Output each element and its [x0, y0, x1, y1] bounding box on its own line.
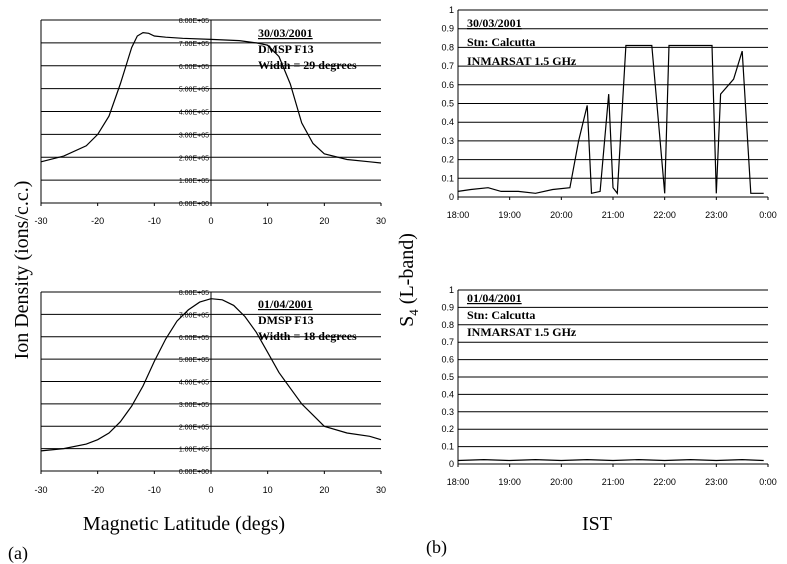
x-tick-label: 22:00: [653, 477, 676, 487]
y-tick-label: 0.6: [441, 355, 454, 365]
y-tick-label: 0.1: [441, 173, 454, 183]
x-tick-label: -30: [34, 216, 47, 226]
y-tick-label: 0.7: [441, 61, 454, 71]
x-tick-label: 20:00: [550, 477, 573, 487]
y-tick-label: 6.00E+05: [179, 64, 209, 71]
y-tick-label: 0.3: [441, 136, 454, 146]
x-tick-label: 0: [208, 216, 213, 226]
series-line: [457, 458, 764, 462]
chart-s4-2001-04-01: 0 0.1 0.2 0.3 0.4 0.5 0.6 0.7 0.8 0.9 1 18:00 19:00 2…: [441, 285, 776, 487]
y-tick-label: 1.00E+05: [179, 447, 209, 454]
y-tick-label: 0.7: [441, 337, 454, 347]
y-tick-label: 0.5: [441, 99, 454, 109]
y-tick-label: 4.00E+05: [179, 380, 209, 387]
x-tick-label: 20: [319, 216, 329, 226]
y-tick-label: 5.00E+05: [179, 357, 209, 364]
y-tick-label: 0.3: [441, 407, 454, 417]
y-tick-label: 1: [449, 5, 454, 15]
x-tick-label: 0:00: [759, 477, 777, 487]
y-tick-label: 0.8: [441, 320, 454, 330]
x-tick-label: 19:00: [498, 210, 521, 220]
chart-ion-density-2001-03-30: 0.00E+00 1.00E+05 2.00E+05 3.00E+05 4.00E+05…: [34, 18, 386, 226]
annotation-text: INMARSAT 1.5 GHz: [467, 54, 577, 68]
s4-ylabel: S4 (L-band): [396, 233, 421, 327]
x-tick-label: 21:00: [602, 477, 625, 487]
y-tick-label: 0.1: [441, 442, 454, 452]
y-tick-label: 2.00E+05: [179, 424, 209, 431]
y-tick-label: 0.00E+00: [179, 201, 209, 208]
x-tick-label: 20: [319, 485, 329, 495]
x-tick-label: 30: [376, 216, 386, 226]
x-tick-label: -10: [148, 485, 161, 495]
series-line: [40, 31, 382, 164]
x-tick-label: 0: [208, 485, 213, 495]
annotation-text: INMARSAT 1.5 GHz: [467, 325, 577, 339]
x-tick-label: 18:00: [447, 477, 470, 487]
y-tick-label: 0.9: [441, 302, 454, 312]
y-tick-label: 2.00E+05: [179, 155, 209, 162]
x-tick-label: 10: [263, 485, 273, 495]
chart-s4-2001-03-30: 0 0.1 0.2 0.3 0.4 0.5 0.6 0.7 0.8 0.9 1 18:00 19:00 2…: [441, 5, 776, 220]
annotation-text: DMSP F13: [258, 313, 314, 327]
y-tick-label: 0: [449, 459, 454, 469]
y-tick-label: 0.2: [441, 424, 454, 434]
y-tick-label: 3.00E+05: [179, 132, 209, 139]
x-tick-label: 23:00: [705, 477, 728, 487]
y-tick-label: 8.00E+05: [179, 290, 209, 297]
annotation-text: 30/03/2001: [258, 26, 313, 40]
annotation-text: Width = 18 degrees: [258, 329, 357, 343]
y-tick-label: 0.4: [441, 389, 454, 399]
x-tick-label: 20:00: [550, 210, 573, 220]
annotation-text: Stn: Calcutta: [467, 308, 535, 322]
y-tick-label: 4.00E+05: [179, 110, 209, 117]
x-tick-label: 19:00: [498, 477, 521, 487]
x-tick-label: 10: [263, 216, 273, 226]
y-tick-label: 0.5: [441, 372, 454, 382]
y-tick-label: 0.9: [441, 24, 454, 34]
x-tick-label: 18:00: [447, 210, 470, 220]
x-tick-label: -10: [148, 216, 161, 226]
annotation-text: DMSP F13: [258, 42, 314, 56]
y-tick-label: 7.00E+05: [179, 312, 209, 319]
annotation-text: 01/04/2001: [258, 297, 313, 311]
y-tick-label: 5.00E+05: [179, 87, 209, 94]
y-tick-label: 3.00E+05: [179, 402, 209, 409]
annotation-text: 30/03/2001: [467, 16, 522, 30]
x-tick-label: 0:00: [759, 210, 777, 220]
y-tick-label: 6.00E+05: [179, 335, 209, 342]
y-tick-label: 8.00E+05: [179, 18, 209, 25]
x-tick-label: -20: [91, 216, 104, 226]
x-tick-label: 21:00: [602, 210, 625, 220]
x-tick-label: -30: [34, 485, 47, 495]
y-tick-label: 7.00E+05: [179, 41, 209, 48]
ist-xlabel: IST: [582, 513, 612, 535]
annotation-text: Stn: Calcutta: [467, 35, 535, 49]
y-tick-label: 1: [449, 285, 454, 295]
y-tick-label: 0.6: [441, 80, 454, 90]
panel-label-b: (b): [426, 537, 447, 558]
series-line: [40, 298, 382, 452]
y-tick-label: 0.00E+00: [179, 469, 209, 476]
chart-ion-density-2001-04-01: 0.00E+00 1.00E+05 2.00E+05 3.00E+05 4.00E+05…: [34, 290, 386, 495]
panel-label-a: (a): [8, 543, 28, 564]
x-tick-label: 22:00: [653, 210, 676, 220]
annotation-text: 01/04/2001: [467, 291, 522, 305]
y-tick-label: 0.2: [441, 155, 454, 165]
y-tick-label: 0.8: [441, 42, 454, 52]
y-tick-label: 0.4: [441, 117, 454, 127]
y-tick-label: 1.00E+05: [179, 178, 209, 185]
series-line: [457, 44, 764, 195]
annotation-text: Width = 29 degrees: [258, 58, 357, 72]
x-tick-label: 30: [376, 485, 386, 495]
x-tick-label: 23:00: [705, 210, 728, 220]
x-tick-label: -20: [91, 485, 104, 495]
y-tick-label: 0: [449, 192, 454, 202]
ion-density-ylabel: Ion Density (ions/c.c.): [11, 181, 33, 360]
magnetic-latitude-xlabel: Magnetic Latitude (degs): [83, 513, 285, 535]
